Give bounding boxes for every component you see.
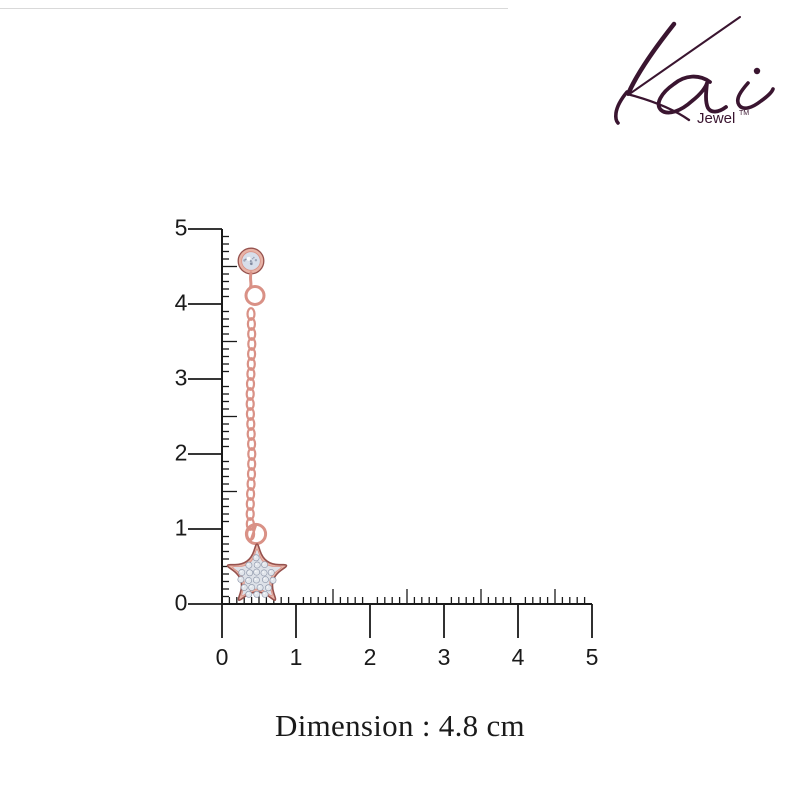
svg-text:3: 3 [175,365,188,391]
svg-text:4: 4 [175,290,188,316]
svg-text:2: 2 [364,644,377,670]
svg-text:4: 4 [512,644,525,670]
svg-text:0: 0 [216,644,229,670]
svg-text:5: 5 [586,644,599,670]
svg-text:1: 1 [175,515,188,541]
svg-text:3: 3 [438,644,451,670]
svg-text:0: 0 [175,590,188,616]
svg-text:5: 5 [175,215,188,241]
svg-text:1: 1 [290,644,303,670]
svg-text:2: 2 [175,440,188,466]
